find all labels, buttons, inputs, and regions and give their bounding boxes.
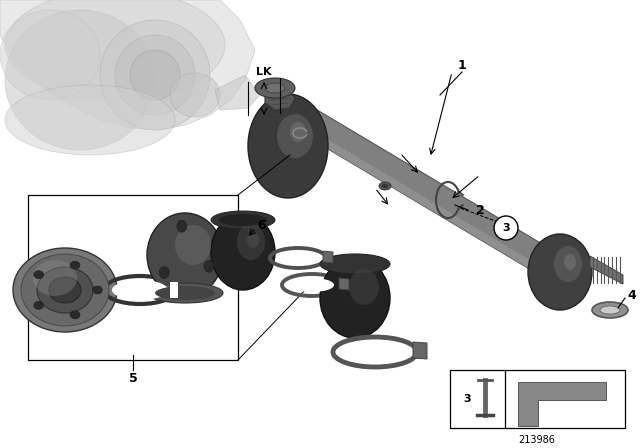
Polygon shape <box>215 75 260 110</box>
Ellipse shape <box>247 232 259 248</box>
Text: 2: 2 <box>476 203 484 216</box>
Ellipse shape <box>320 254 390 274</box>
Ellipse shape <box>34 271 44 279</box>
Ellipse shape <box>379 182 391 190</box>
Ellipse shape <box>21 254 109 326</box>
Ellipse shape <box>147 213 223 297</box>
Polygon shape <box>170 282 178 298</box>
Ellipse shape <box>0 10 100 100</box>
Ellipse shape <box>211 211 275 229</box>
Ellipse shape <box>592 302 628 318</box>
Ellipse shape <box>49 277 81 303</box>
Ellipse shape <box>100 20 210 130</box>
Ellipse shape <box>33 260 77 296</box>
Polygon shape <box>303 127 542 274</box>
Ellipse shape <box>255 78 295 98</box>
Ellipse shape <box>320 258 390 338</box>
Ellipse shape <box>175 225 211 265</box>
Ellipse shape <box>290 122 306 142</box>
Polygon shape <box>265 86 295 110</box>
Ellipse shape <box>211 214 275 290</box>
Ellipse shape <box>349 269 379 305</box>
Ellipse shape <box>600 306 620 314</box>
Polygon shape <box>413 342 427 359</box>
Polygon shape <box>268 93 294 123</box>
Ellipse shape <box>528 234 592 310</box>
Polygon shape <box>0 0 255 130</box>
Ellipse shape <box>382 184 388 188</box>
Polygon shape <box>323 251 333 263</box>
Text: 3: 3 <box>502 223 510 233</box>
Ellipse shape <box>70 261 80 269</box>
Ellipse shape <box>5 0 225 100</box>
Text: 5: 5 <box>129 371 138 384</box>
Text: 6: 6 <box>258 219 266 232</box>
Ellipse shape <box>237 224 265 260</box>
Polygon shape <box>518 382 606 426</box>
Ellipse shape <box>5 85 175 155</box>
Ellipse shape <box>37 267 93 313</box>
Ellipse shape <box>147 283 223 303</box>
Bar <box>28 195 238 360</box>
Polygon shape <box>303 110 552 274</box>
Ellipse shape <box>564 254 576 270</box>
Polygon shape <box>590 256 623 284</box>
Text: 4: 4 <box>628 289 636 302</box>
Ellipse shape <box>115 35 195 115</box>
Ellipse shape <box>130 50 180 100</box>
Circle shape <box>494 216 518 240</box>
Ellipse shape <box>219 214 267 226</box>
Ellipse shape <box>5 10 155 150</box>
Text: 1: 1 <box>458 59 467 72</box>
Ellipse shape <box>204 260 214 272</box>
Ellipse shape <box>248 94 328 198</box>
Ellipse shape <box>155 286 215 300</box>
Ellipse shape <box>177 220 187 232</box>
Bar <box>450 370 625 428</box>
Text: LK: LK <box>256 67 272 77</box>
Ellipse shape <box>278 251 318 265</box>
Polygon shape <box>339 278 349 290</box>
Ellipse shape <box>265 83 285 93</box>
Ellipse shape <box>170 73 220 117</box>
Text: 213986: 213986 <box>518 435 556 445</box>
Ellipse shape <box>290 278 334 292</box>
Ellipse shape <box>92 286 102 294</box>
Ellipse shape <box>159 267 169 279</box>
Ellipse shape <box>13 248 117 332</box>
Ellipse shape <box>277 114 313 158</box>
Ellipse shape <box>70 311 80 319</box>
Ellipse shape <box>34 302 44 309</box>
Ellipse shape <box>343 342 407 362</box>
Text: 3: 3 <box>463 394 471 404</box>
Ellipse shape <box>554 246 582 282</box>
Ellipse shape <box>112 280 168 300</box>
